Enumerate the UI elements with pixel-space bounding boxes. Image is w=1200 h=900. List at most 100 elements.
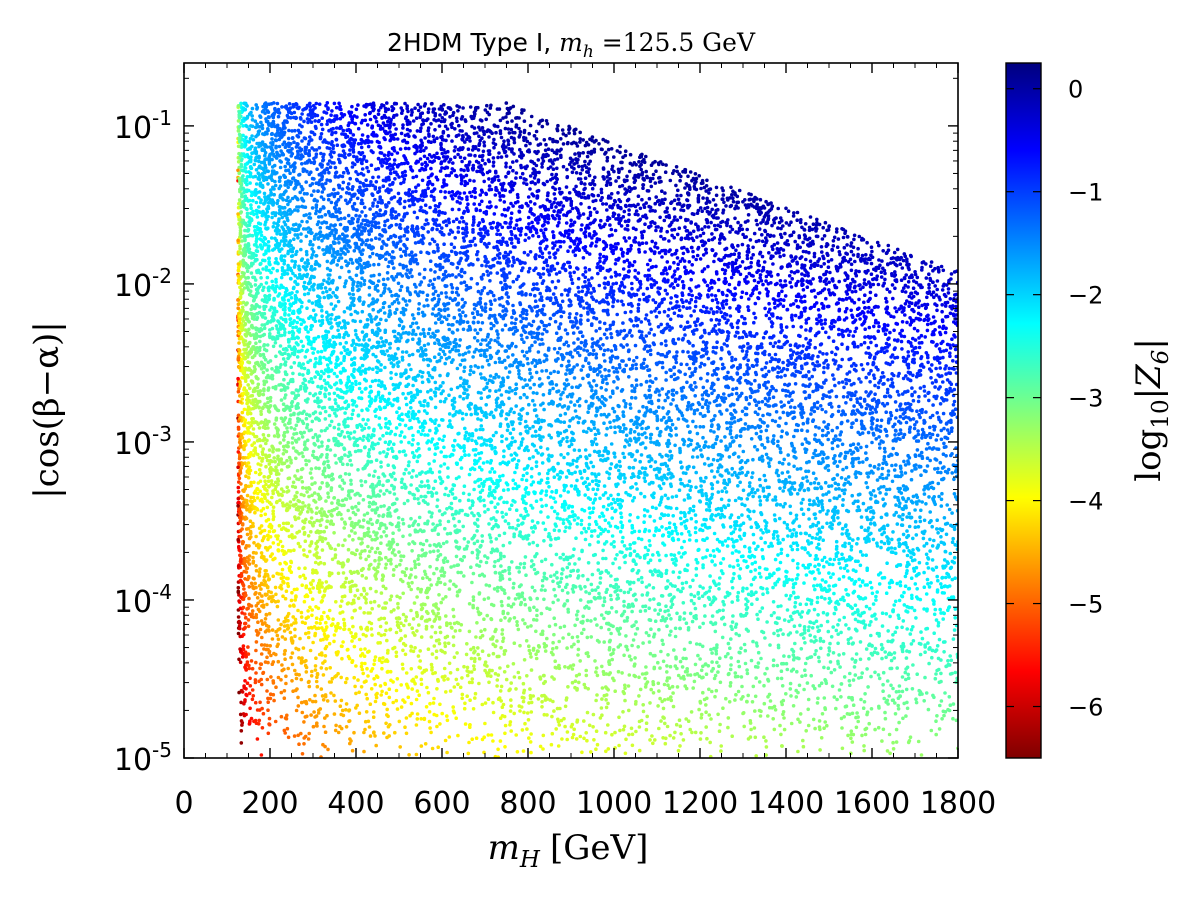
- scatter-point: [534, 629, 538, 634]
- scatter-point: [883, 277, 887, 282]
- scatter-point: [580, 750, 584, 755]
- scatter-point: [566, 607, 570, 612]
- scatter-point: [303, 261, 308, 265]
- scatter-point: [727, 498, 731, 503]
- scatter-point: [697, 174, 701, 178]
- scatter-point: [465, 195, 469, 199]
- scatter-point: [335, 387, 340, 391]
- scatter-point: [344, 725, 349, 729]
- scatter-point: [448, 689, 453, 693]
- scatter-point: [885, 390, 890, 395]
- scatter-point: [607, 369, 611, 373]
- scatter-point: [886, 702, 890, 706]
- scatter-point: [819, 646, 823, 651]
- scatter-point: [601, 202, 605, 206]
- scatter-point: [517, 446, 521, 450]
- scatter-point: [619, 515, 624, 519]
- scatter-point: [313, 668, 318, 672]
- scatter-point: [327, 608, 332, 613]
- scatter-point: [269, 590, 274, 595]
- scatter-point: [452, 448, 456, 452]
- scatter-point: [375, 204, 380, 209]
- scatter-point: [608, 326, 612, 331]
- scatter-point: [501, 304, 506, 309]
- scatter-point: [529, 475, 534, 479]
- scatter-point: [814, 477, 818, 481]
- scatter-point: [600, 713, 604, 717]
- scatter-point: [587, 522, 592, 527]
- scatter-point: [359, 145, 364, 150]
- scatter-point: [929, 581, 933, 585]
- scatter-point: [435, 151, 439, 156]
- scatter-point: [609, 332, 613, 336]
- scatter-point: [736, 220, 740, 225]
- scatter-point: [842, 483, 846, 487]
- scatter-point: [890, 463, 894, 468]
- scatter-point: [402, 177, 407, 182]
- scatter-point: [278, 165, 283, 170]
- scatter-point: [898, 428, 903, 432]
- scatter-point: [687, 301, 692, 305]
- scatter-point: [308, 471, 313, 475]
- scatter-point: [483, 338, 488, 342]
- scatter-point: [698, 657, 702, 661]
- scatter-point: [382, 300, 387, 305]
- scatter-point: [528, 174, 533, 178]
- scatter-point: [772, 571, 776, 575]
- scatter-point: [458, 628, 462, 633]
- scatter-point: [849, 544, 854, 549]
- scatter-point: [363, 214, 368, 218]
- scatter-point: [831, 358, 836, 362]
- scatter-point: [760, 269, 764, 273]
- scatter-point: [785, 667, 790, 672]
- scatter-point: [297, 656, 301, 660]
- scatter-point: [320, 308, 324, 313]
- scatter-point: [632, 495, 637, 500]
- scatter-point: [440, 134, 444, 139]
- scatter-point: [260, 635, 264, 640]
- scatter-point: [774, 410, 779, 414]
- scatter-point: [760, 399, 765, 404]
- scatter-point: [691, 504, 696, 509]
- scatter-point: [611, 406, 615, 411]
- scatter-point: [700, 397, 705, 401]
- scatter-point: [903, 463, 908, 467]
- scatter-point: [953, 469, 958, 474]
- scatter-point: [829, 670, 834, 675]
- scatter-point: [763, 540, 767, 545]
- scatter-point: [284, 681, 288, 686]
- scatter-point: [558, 244, 563, 249]
- scatter-point: [440, 116, 445, 120]
- scatter-point: [719, 749, 723, 753]
- scatter-point: [947, 366, 952, 371]
- scatter-point: [812, 584, 816, 588]
- scatter-point: [638, 206, 643, 211]
- scatter-point: [346, 321, 350, 326]
- scatter-point: [826, 265, 831, 270]
- scatter-point: [808, 502, 812, 507]
- scatter-point: [602, 640, 606, 644]
- scatter-point: [368, 734, 373, 738]
- scatter-point: [473, 153, 477, 158]
- scatter-point: [878, 491, 882, 495]
- scatter-point: [610, 534, 615, 538]
- scatter-point: [943, 691, 947, 695]
- scatter-point: [674, 183, 678, 188]
- scatter-point: [582, 736, 586, 741]
- scatter-point: [274, 260, 279, 264]
- scatter-point: [258, 444, 263, 448]
- scatter-point: [359, 625, 363, 630]
- scatter-point: [653, 460, 658, 464]
- scatter-point: [844, 588, 848, 592]
- scatter-point: [872, 277, 877, 281]
- scatter-point: [548, 255, 552, 260]
- scatter-point: [640, 233, 644, 238]
- scatter-point: [566, 452, 570, 456]
- scatter-point: [421, 542, 426, 547]
- scatter-point: [374, 414, 378, 419]
- scatter-point: [629, 319, 634, 323]
- scatter-point: [541, 159, 546, 163]
- scatter-point: [374, 211, 379, 215]
- scatter-point: [258, 531, 263, 535]
- scatter-point: [292, 497, 296, 502]
